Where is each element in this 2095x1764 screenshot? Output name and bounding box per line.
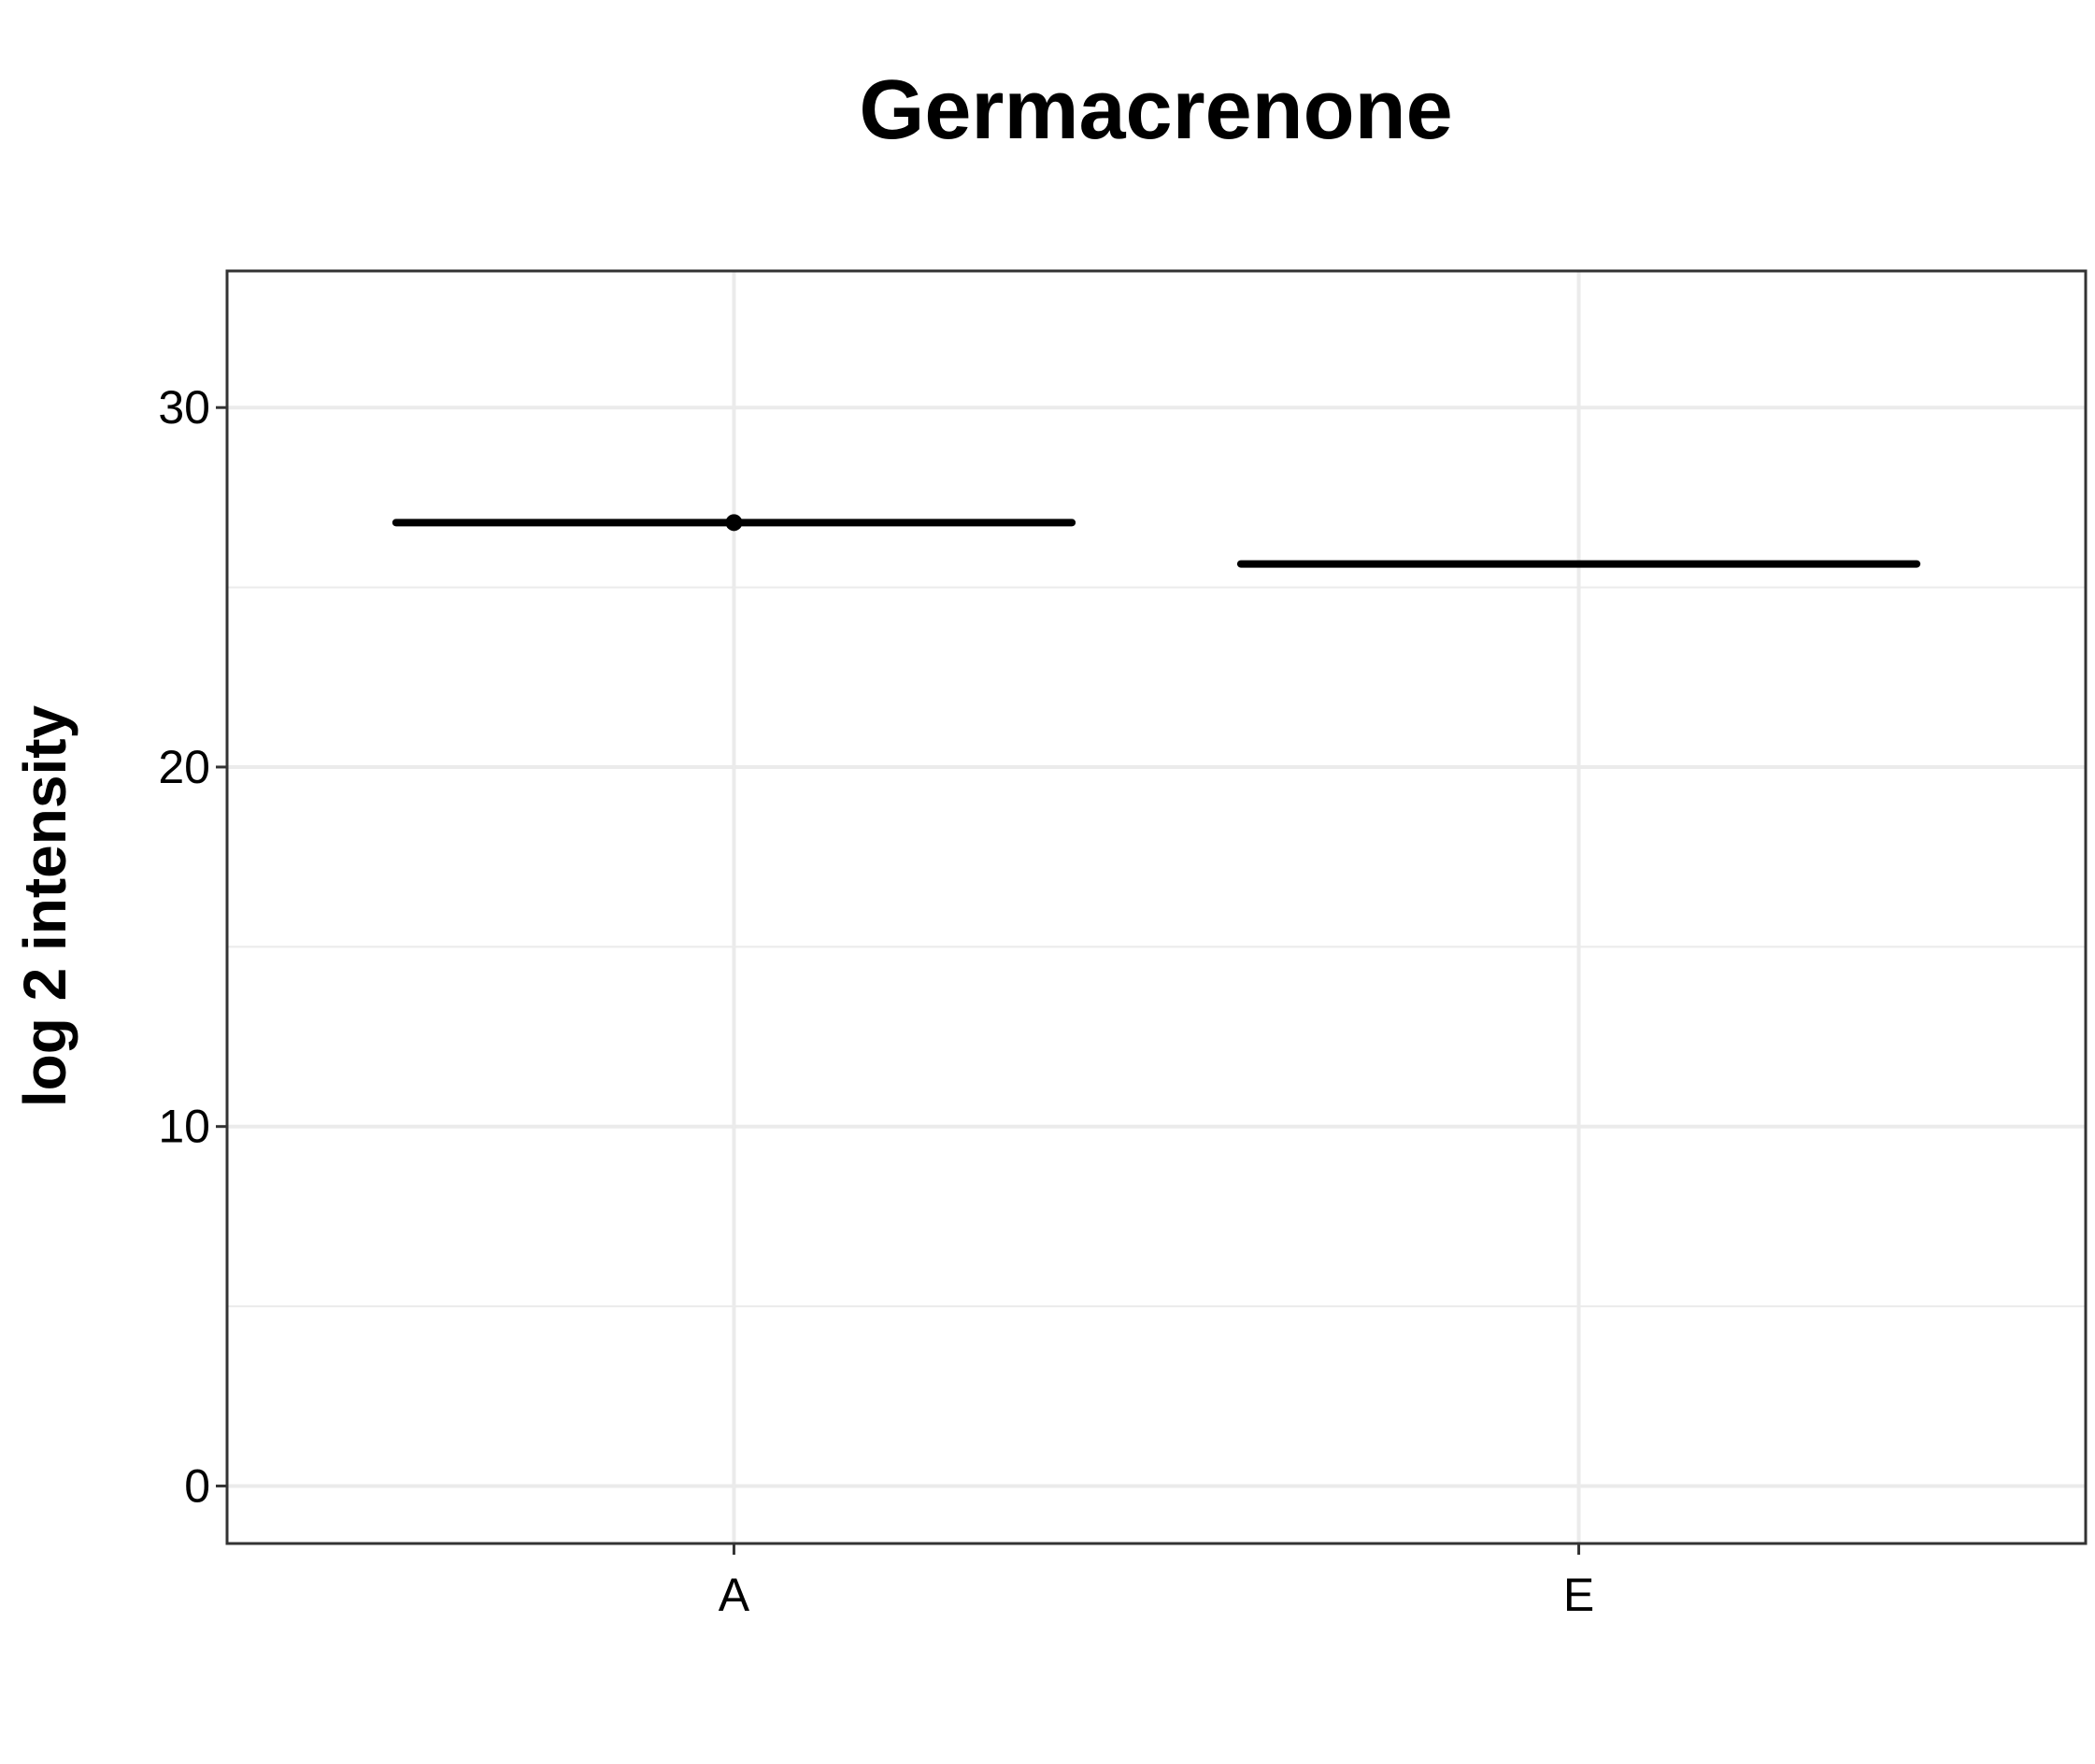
- x-tick-label: A: [719, 1569, 750, 1621]
- y-tick-label: 0: [184, 1459, 210, 1512]
- y-tick-label: 30: [158, 381, 210, 434]
- panel-border: [225, 269, 2088, 1545]
- box-marks: [392, 514, 1921, 568]
- y-tick-label: 10: [158, 1101, 210, 1153]
- data-point-a: [725, 514, 743, 532]
- y-axis-title: log 2 intensity: [11, 704, 78, 1107]
- y-tick-label: 20: [158, 741, 210, 793]
- chart-title: Germacrenone: [859, 64, 1452, 157]
- major-gridlines: [227, 271, 2086, 1544]
- y-axis: 0 10 20 30: [158, 381, 227, 1512]
- minor-gridlines: [227, 586, 2086, 1308]
- x-tick-label: E: [1563, 1569, 1594, 1621]
